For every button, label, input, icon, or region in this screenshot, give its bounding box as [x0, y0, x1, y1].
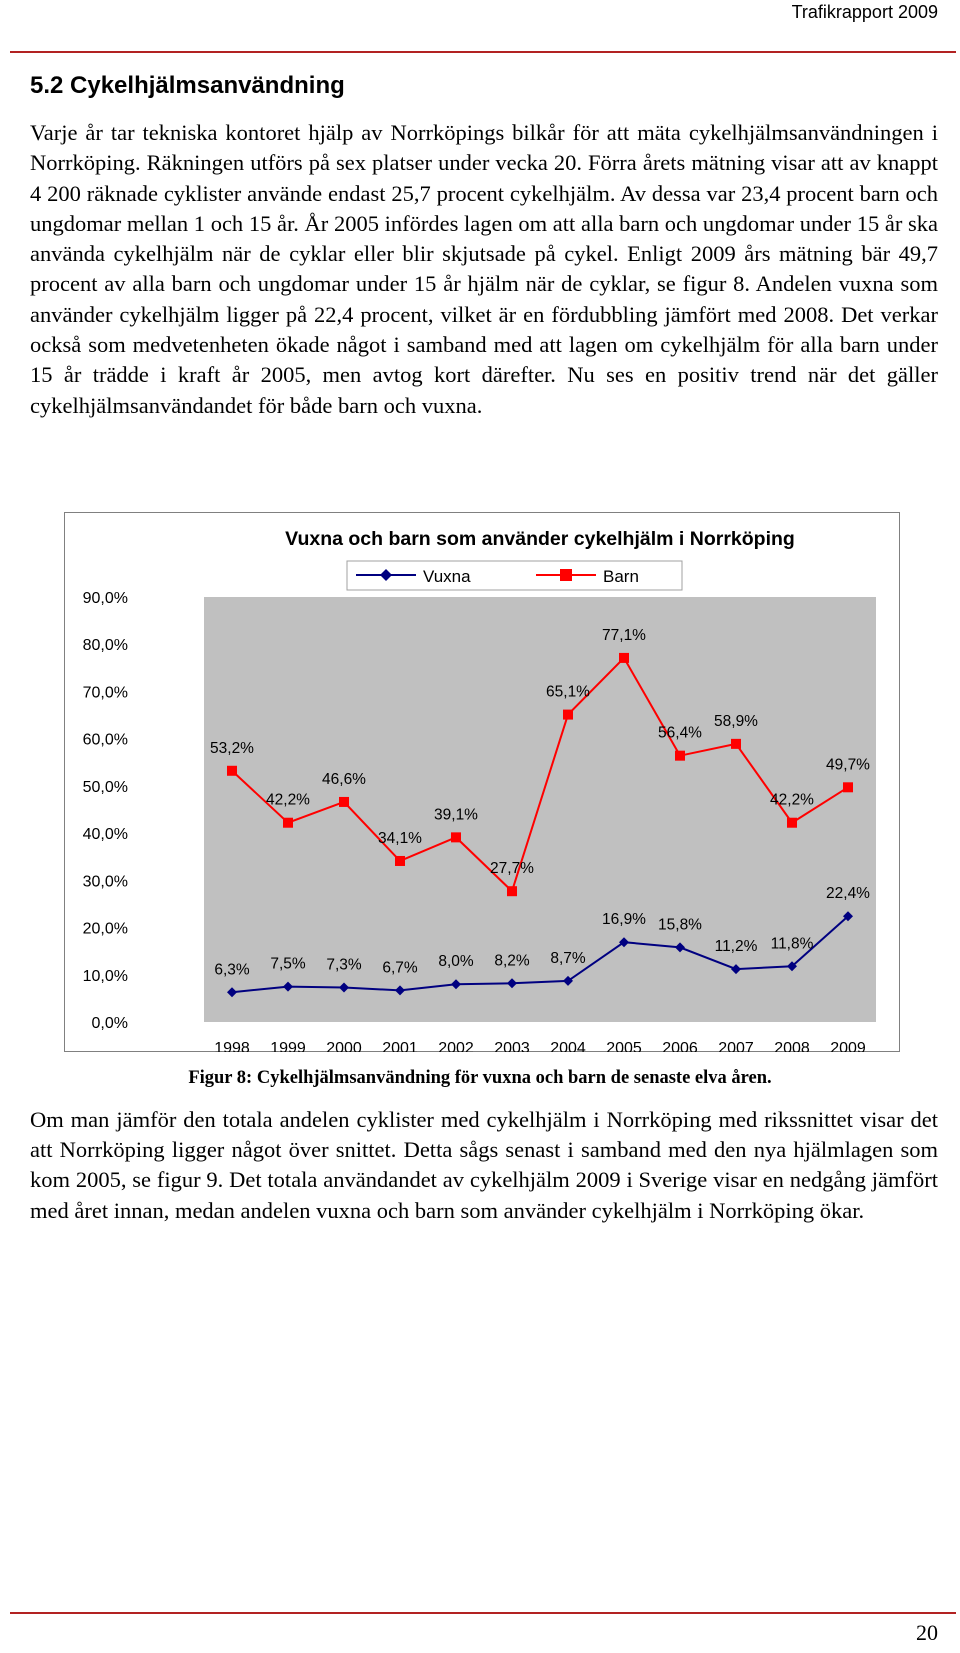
- x-tick-label: 2007: [718, 1040, 754, 1052]
- data-point-barn: [395, 855, 405, 866]
- page-number: 20: [916, 1620, 938, 1645]
- data-point-vuxna: [227, 987, 237, 998]
- data-label-barn: 49,7%: [826, 756, 870, 773]
- x-tick-label: 2000: [326, 1040, 362, 1052]
- data-point-barn: [451, 832, 461, 843]
- x-tick-label: 2008: [774, 1040, 810, 1052]
- plot-area: [204, 597, 876, 1022]
- data-point-vuxna: [563, 975, 573, 986]
- legend-marker-barn: [560, 569, 572, 581]
- data-point-vuxna: [283, 981, 293, 992]
- x-tick-label: 2002: [438, 1040, 474, 1052]
- y-tick-label: 30,0%: [83, 873, 128, 890]
- x-tick-label: 2009: [830, 1040, 866, 1052]
- figure-caption: Figur 8: Cykelhjälmsanvändning för vuxna…: [188, 1068, 772, 1088]
- data-point-barn: [507, 886, 517, 897]
- data-label-vuxna: 16,9%: [602, 911, 646, 928]
- y-tick-label: 40,0%: [83, 826, 128, 843]
- x-tick-label: 2006: [662, 1040, 698, 1052]
- chart-title: Vuxna och barn som använder cykelhjälm i…: [285, 528, 795, 550]
- data-point-vuxna: [787, 961, 797, 972]
- data-label-vuxna: 7,3%: [326, 957, 362, 974]
- data-point-barn: [787, 817, 797, 828]
- section-title: 5.2 Cykelhjälmsanvändning: [30, 72, 345, 99]
- helmet-usage-chart: Vuxna och barn som använder cykelhjälm i…: [64, 512, 900, 1052]
- data-label-barn: 58,9%: [714, 713, 758, 730]
- data-point-vuxna: [507, 978, 517, 989]
- data-point-vuxna: [675, 942, 685, 953]
- data-label-barn: 39,1%: [434, 806, 478, 823]
- x-tick-label: 2004: [550, 1040, 586, 1052]
- y-tick-label: 20,0%: [83, 921, 128, 938]
- data-label-vuxna: 7,5%: [270, 956, 306, 973]
- data-label-barn: 42,2%: [266, 792, 310, 809]
- data-label-barn: 65,1%: [546, 684, 590, 701]
- chart-legend: Vuxna Barn: [346, 560, 683, 591]
- data-label-barn: 34,1%: [378, 830, 422, 847]
- y-axis: 0,0% 10,0% 20,0% 30,0% 40,0% 50,0% 60,0% 70,0% 8…: [83, 590, 128, 1032]
- data-point-barn: [339, 796, 349, 807]
- data-label-vuxna: 8,0%: [438, 953, 474, 970]
- data-label-vuxna: 8,7%: [550, 950, 586, 967]
- data-label-vuxna: 11,2%: [715, 938, 758, 955]
- x-tick-label: 2001: [382, 1040, 418, 1052]
- header-rule: [10, 51, 956, 53]
- chart-svg: Vuxna och barn som använder cykelhjälm i…: [64, 512, 900, 1052]
- y-tick-label: 60,0%: [83, 732, 128, 749]
- series-line-vuxna: [231, 915, 849, 994]
- conclusion-paragraph: Om man jämför den totala andelen cyklist…: [30, 1107, 938, 1223]
- x-tick-label: 1998: [214, 1040, 250, 1052]
- data-point-vuxna: [395, 985, 405, 996]
- data-point-barn: [731, 738, 741, 749]
- x-axis: 1998 1999 2000 2001 2002 2003 2004 2005 2006 2007…: [214, 1040, 866, 1052]
- x-tick-label: 2005: [606, 1040, 642, 1052]
- data-point-barn: [843, 782, 853, 793]
- data-point-vuxna: [339, 982, 349, 993]
- footer-rule: [10, 1612, 956, 1614]
- legend-marker-vuxna: [380, 569, 392, 581]
- data-label-vuxna: 8,2%: [494, 952, 530, 969]
- data-label-vuxna: 15,8%: [658, 916, 702, 933]
- y-tick-label: 80,0%: [83, 637, 128, 654]
- data-point-barn: [563, 709, 573, 720]
- data-point-barn: [283, 817, 293, 828]
- y-tick-label: 50,0%: [83, 779, 128, 796]
- data-point-vuxna: [451, 979, 461, 990]
- data-label-barn: 27,7%: [490, 860, 534, 877]
- data-point-barn: [227, 765, 237, 776]
- data-label-vuxna: 22,4%: [826, 885, 870, 902]
- data-label-vuxna: 6,3%: [214, 961, 250, 978]
- x-tick-label: 2003: [494, 1040, 530, 1052]
- y-tick-label: 70,0%: [83, 684, 128, 701]
- report-header: Trafikrapport 2009: [791, 2, 938, 22]
- data-label-barn: 56,4%: [658, 725, 702, 742]
- data-point-barn: [619, 652, 629, 663]
- x-tick-label: 1999: [270, 1040, 306, 1052]
- data-label-barn: 77,1%: [602, 627, 646, 644]
- data-point-vuxna: [619, 937, 629, 948]
- data-point-barn: [675, 750, 685, 761]
- data-label-vuxna: 11,8%: [771, 935, 814, 952]
- legend-label-vuxna: Vuxna: [423, 567, 471, 586]
- data-point-vuxna: [731, 964, 741, 975]
- data-label-barn: 46,6%: [322, 771, 366, 788]
- y-tick-label: 90,0%: [83, 590, 128, 607]
- data-point-vuxna: [843, 911, 853, 922]
- series-line-barn: [231, 656, 849, 894]
- data-label-barn: 53,2%: [210, 740, 254, 757]
- y-tick-label: 10,0%: [83, 968, 128, 985]
- series-layer: 6,3% 7,5% 7,3% 6,7% 8,0% 8,2% 8,7% 16,9% 15,8% 11…: [210, 627, 870, 998]
- legend-label-barn: Barn: [603, 567, 639, 586]
- data-label-barn: 42,2%: [770, 792, 814, 809]
- intro-paragraph: Varje år tar tekniska kontoret hjälp av …: [30, 120, 938, 418]
- y-tick-label: 0,0%: [92, 1015, 128, 1032]
- data-label-vuxna: 6,7%: [382, 959, 418, 976]
